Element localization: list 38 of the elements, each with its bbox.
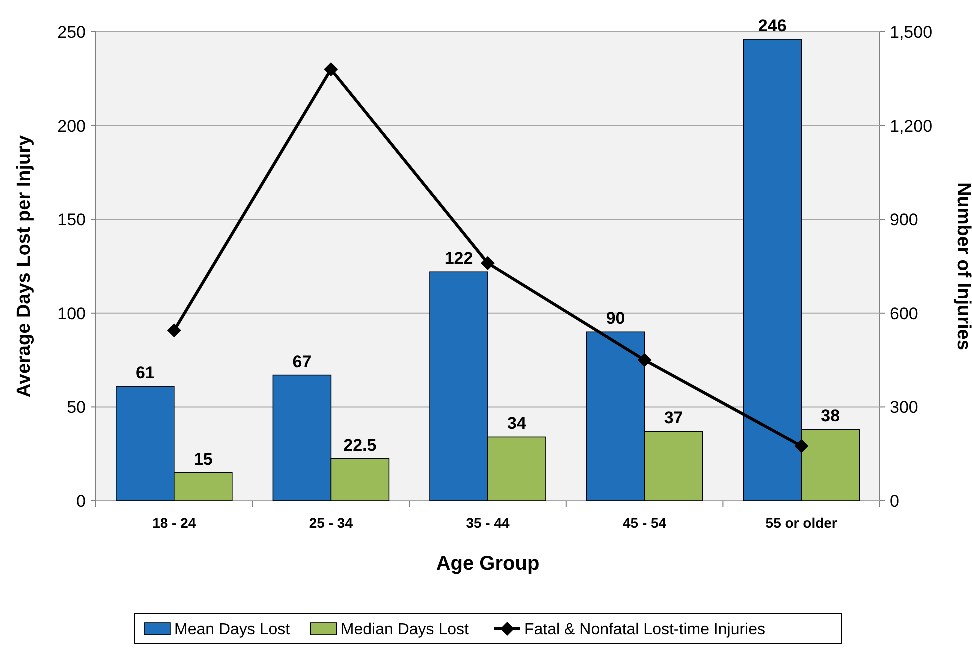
x-tick-label: 25 - 34	[309, 515, 354, 531]
y-tick-label: 150	[58, 210, 86, 230]
y-tick-label: 250	[58, 22, 86, 42]
legend-label: Mean Days Lost	[174, 622, 291, 639]
data-label: 38	[821, 406, 840, 426]
y2-tick-label: 1,500	[890, 22, 933, 42]
point	[324, 62, 338, 77]
data-label: 22.5	[344, 436, 377, 455]
data-label: 15	[194, 450, 213, 469]
y2-tick-label: 300	[890, 398, 918, 418]
data-label: 122	[444, 249, 474, 268]
x-tick-label: 35 - 44	[466, 515, 510, 531]
y-axis-title: Average Days Lost per Injury	[14, 134, 35, 398]
y2-tick-label: 1,200	[890, 116, 933, 136]
data-label: 37	[664, 408, 684, 428]
data-label: 67	[292, 352, 312, 372]
point	[638, 353, 652, 368]
y2-tick-label: 900	[890, 210, 918, 230]
y-tick-label: 200	[58, 116, 86, 136]
x-tick-label: 55 or older	[766, 515, 838, 531]
point	[794, 439, 809, 454]
y2-tick-label: 600	[890, 304, 918, 324]
data-label: 34	[508, 414, 527, 434]
y-tick-label: 100	[58, 304, 86, 324]
y-tick-label: 0	[76, 492, 86, 511]
y-tick-label: 50	[67, 398, 86, 418]
point	[481, 256, 495, 270]
y2-tick-label: 0	[890, 492, 900, 511]
legend-label: Fatal & Nonfatal Lost-time Injuries	[524, 622, 766, 639]
x-tick-label: 45 - 54	[623, 515, 667, 531]
point	[167, 324, 182, 338]
x-axis-title: Age Group	[436, 553, 540, 575]
data-label: 90	[606, 309, 626, 328]
data-label: 246	[758, 16, 787, 36]
legend-label: Median Days Lost	[340, 622, 470, 639]
y2-axis-title: Number of Injuries	[953, 182, 972, 350]
x-tick-label: 18 - 24	[152, 515, 196, 531]
data-label: 61	[136, 364, 155, 383]
